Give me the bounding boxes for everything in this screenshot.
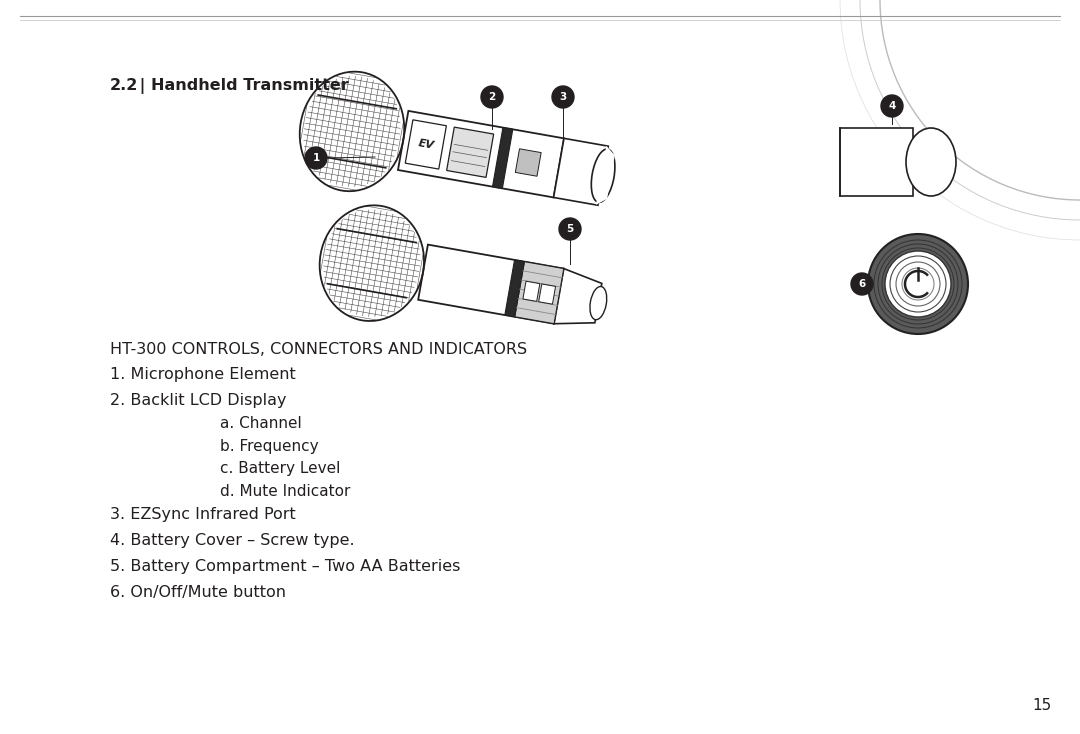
Text: 1: 1 [312, 153, 320, 163]
Text: EV: EV [417, 138, 435, 150]
Text: 2. Backlit LCD Display: 2. Backlit LCD Display [110, 393, 286, 407]
Text: HT-300 CONTROLS, CONNECTORS AND INDICATORS: HT-300 CONTROLS, CONNECTORS AND INDICATO… [110, 341, 527, 357]
Text: 2: 2 [488, 92, 496, 102]
Text: 6. On/Off/Mute button: 6. On/Off/Mute button [110, 586, 286, 600]
Text: d. Mute Indicator: d. Mute Indicator [220, 484, 350, 500]
Circle shape [305, 147, 327, 169]
Polygon shape [447, 127, 494, 178]
Text: 1. Microphone Element: 1. Microphone Element [110, 366, 296, 382]
Text: a. Channel: a. Channel [220, 415, 301, 431]
Text: 2.2: 2.2 [110, 79, 138, 93]
Text: | Handheld Transmitter: | Handheld Transmitter [134, 78, 349, 94]
Polygon shape [397, 111, 564, 197]
Text: 6: 6 [859, 279, 866, 289]
Ellipse shape [906, 128, 956, 196]
Circle shape [851, 273, 873, 295]
Polygon shape [515, 149, 541, 176]
Circle shape [552, 86, 573, 108]
Text: 4: 4 [889, 101, 895, 111]
Circle shape [559, 218, 581, 240]
Polygon shape [523, 281, 540, 302]
Text: 4. Battery Cover – Screw type.: 4. Battery Cover – Screw type. [110, 534, 354, 548]
Text: 3: 3 [559, 92, 567, 102]
Text: 5. Battery Compartment – Two AA Batteries: 5. Battery Compartment – Two AA Batterie… [110, 559, 460, 575]
Polygon shape [405, 120, 446, 169]
Text: b. Frequency: b. Frequency [220, 438, 319, 454]
Polygon shape [418, 244, 564, 324]
Text: c. Battery Level: c. Battery Level [220, 462, 340, 476]
Polygon shape [554, 138, 608, 206]
Bar [839, 128, 913, 196]
Text: 15: 15 [1032, 699, 1052, 713]
Circle shape [885, 251, 951, 317]
Ellipse shape [591, 149, 615, 203]
Polygon shape [539, 284, 555, 304]
Polygon shape [554, 269, 602, 324]
Circle shape [868, 234, 968, 334]
Text: 3. EZSync Infrared Port: 3. EZSync Infrared Port [110, 507, 296, 523]
Ellipse shape [590, 286, 607, 320]
Polygon shape [596, 146, 615, 205]
Polygon shape [492, 128, 513, 189]
Polygon shape [504, 260, 525, 317]
Circle shape [481, 86, 503, 108]
Polygon shape [515, 261, 564, 324]
Circle shape [881, 95, 903, 117]
Text: 5: 5 [566, 224, 573, 234]
